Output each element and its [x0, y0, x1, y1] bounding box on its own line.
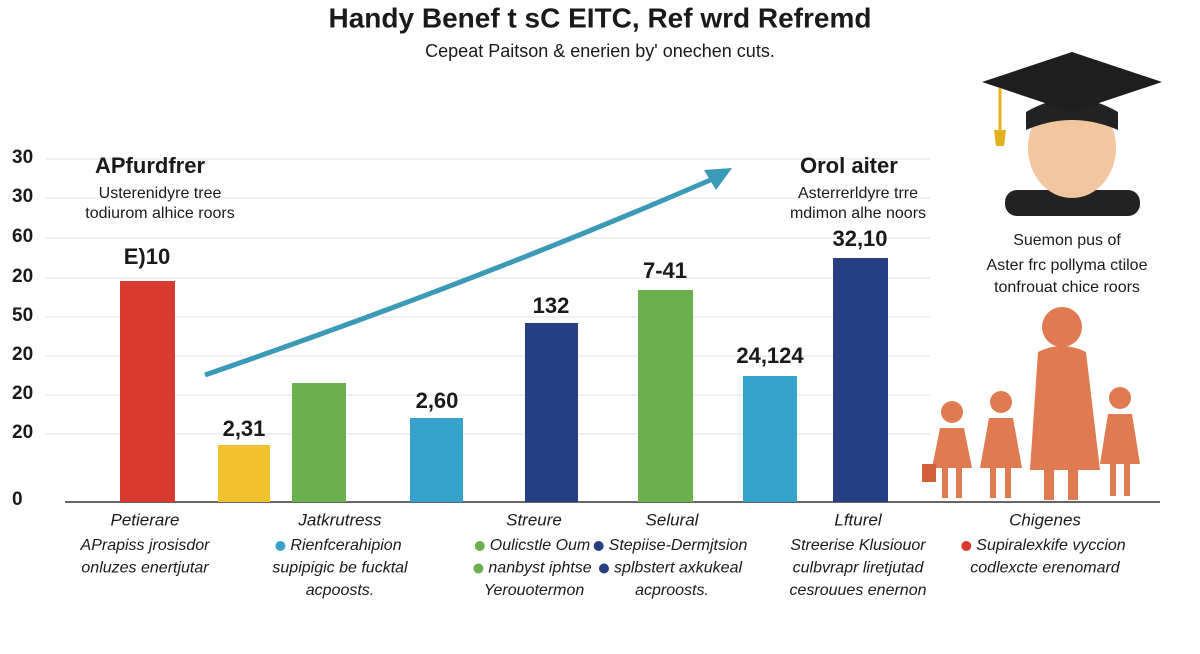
annotation-line: todiurom alhice roors	[85, 205, 234, 222]
column-item: Oulicstle Oum	[490, 537, 590, 554]
column-item: cesrouues enernon	[790, 582, 927, 599]
column-heading: Streure	[506, 510, 562, 529]
axis-label: 30	[12, 147, 33, 168]
bullet	[473, 563, 484, 574]
column-item: splbstert axkukeal	[614, 560, 743, 577]
grid	[45, 158, 930, 435]
bar	[525, 323, 578, 502]
bar-label: 2,31	[223, 416, 266, 441]
column-item: Streerise Klusiouor	[790, 537, 926, 554]
column-heading: Lfturel	[834, 510, 882, 529]
column-heading: Chigenes	[1009, 510, 1081, 529]
bar-label: E)10	[124, 244, 170, 269]
bar-label: 7-41	[643, 258, 687, 283]
bullet	[598, 563, 609, 574]
bullet	[593, 541, 604, 551]
annotation-line: Asterrerldyre trre	[798, 185, 918, 202]
bar	[743, 376, 797, 502]
annotation-line: mdimon alhe noors	[790, 205, 926, 222]
column-item: Supiralexkife vyccion	[976, 537, 1126, 554]
trend-arrow	[204, 175, 716, 378]
graduate-icon	[982, 52, 1162, 216]
column-item: Stepiise-Dermjtsion	[609, 537, 748, 554]
bar	[292, 383, 346, 502]
axis-label: 60	[12, 226, 33, 247]
subtitle: Cepeat Paitson & enerien by' onechen cut…	[425, 41, 775, 61]
column-item: Yerouotermon	[484, 582, 585, 599]
bar	[410, 418, 463, 502]
bar	[833, 258, 888, 502]
texts: 30 30 60 20 50 20 20 20 0 E)10 2,31 2,60 132 7-41 24,1…	[12, 147, 1148, 599]
family-icon	[922, 307, 1140, 500]
arrow-head	[704, 168, 732, 190]
column-item: APrapiss jrosisdor	[80, 537, 211, 554]
bullet	[275, 541, 286, 551]
column-heading: Petierare	[111, 510, 180, 529]
side-note: Suemon pus of	[1013, 232, 1121, 249]
column-heading: Selural	[646, 510, 700, 529]
annotation-title: Orol aiter	[800, 153, 898, 178]
bar-label: 132	[533, 293, 570, 318]
axis-label: 20	[12, 422, 33, 443]
column-item: nanbyst iphtse	[488, 560, 591, 577]
bullet	[474, 541, 485, 551]
column-item: codlexcte erenomard	[970, 560, 1121, 577]
annotation-line: Usterenidyre tree	[99, 185, 222, 202]
column-heading: Jatkrutress	[297, 510, 382, 529]
column-item: acproosts.	[635, 582, 709, 599]
axis-label: 20	[12, 344, 33, 365]
column-item: onluzes enertjutar	[81, 560, 209, 577]
side-note: tonfrouat chice roors	[994, 279, 1140, 296]
column-item: culbvrapr liretjutad	[793, 560, 925, 577]
axis-label: 0	[12, 489, 23, 510]
axis-label: 30	[12, 186, 33, 207]
bar-label: 32,10	[832, 226, 887, 251]
bar	[638, 290, 693, 502]
annotation-title: APfurdfrer	[95, 153, 205, 178]
side-note: Aster frc pollyma ctiloe	[987, 257, 1148, 274]
column-item: supipigic be fucktal	[272, 560, 408, 577]
axis-label: 20	[12, 266, 33, 287]
title: Handy Benef t sC EITC, Ref wrd Refremd	[329, 2, 872, 33]
axis-label: 50	[12, 305, 33, 326]
bar	[218, 445, 270, 502]
column-item: acpoosts.	[306, 582, 374, 599]
bullet	[961, 541, 972, 551]
bar-label: 2,60	[416, 388, 459, 413]
bars	[120, 258, 888, 502]
bar	[120, 281, 175, 502]
axis-label: 20	[12, 383, 33, 404]
bar-label: 24,124	[736, 343, 804, 368]
column-item: Rienfcerahipion	[290, 537, 401, 554]
